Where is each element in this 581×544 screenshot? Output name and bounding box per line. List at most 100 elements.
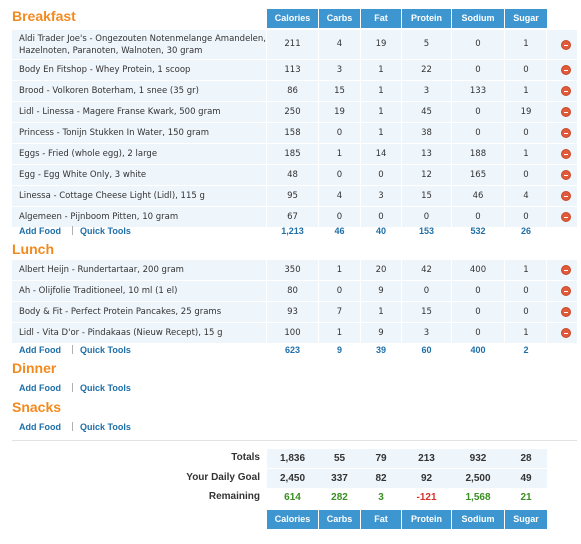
food-row: Lidl - Linessa - Magere Franse Kwark, 50… [12, 102, 577, 122]
food-name[interactable]: Lidl - Linessa - Magere Franse Kwark, 50… [19, 107, 221, 117]
remaining-protein: -121 [416, 492, 437, 503]
delete-icon[interactable] [561, 265, 571, 275]
delete-icon[interactable] [561, 328, 571, 338]
column-divider [318, 81, 319, 101]
delete-icon[interactable] [561, 65, 571, 75]
column-divider [318, 260, 319, 280]
meal-title-snacks: Snacks [12, 399, 62, 415]
food-sodium: 0 [475, 212, 481, 222]
food-row: Eggs - Fried (whole egg), 2 large 185 1 14 1… [12, 144, 577, 164]
column-divider [266, 186, 267, 206]
food-sugar: 1 [523, 328, 529, 338]
food-name[interactable]: Egg - Egg White Only, 3 white [19, 170, 147, 180]
column-divider [318, 144, 319, 164]
food-sodium: 0 [475, 107, 481, 117]
food-protein: 15 [421, 307, 432, 317]
food-protein: 45 [421, 107, 432, 117]
quick-tools-link[interactable]: Quick Tools [80, 422, 131, 432]
food-name[interactable]: Ah - Olijfolie Traditioneel, 10 ml (1 el… [19, 286, 178, 296]
food-carbs: 19 [334, 107, 345, 117]
food-name[interactable]: Algemeen - Pijnboom Pitten, 10 gram [19, 212, 179, 222]
remaining-calories: 614 [284, 492, 301, 503]
meal-actions-row: Add Food | Quick Tools 623 9 39 60 400 2 [12, 340, 552, 360]
delete-icon[interactable] [561, 286, 571, 296]
column-divider [318, 30, 319, 59]
daily-goal-sugar: 49 [520, 473, 532, 484]
column-divider [401, 30, 402, 59]
meal-actions-row: Add Food | Quick Tools [12, 417, 552, 437]
food-name[interactable]: Brood - Volkoren Boterham, 1 snee (35 gr… [19, 86, 199, 96]
delete-icon[interactable] [561, 40, 571, 50]
delete-icon[interactable] [561, 307, 571, 317]
column-divider [504, 30, 505, 59]
delete-icon[interactable] [561, 107, 571, 117]
food-protein: 13 [421, 149, 432, 159]
quick-tools-link[interactable]: Quick Tools [80, 226, 131, 236]
food-calories: 95 [287, 191, 298, 201]
column-divider [266, 123, 267, 143]
food-sodium: 133 [469, 86, 487, 96]
food-name[interactable]: Linessa - Cottage Cheese Light (Lidl), 1… [19, 191, 205, 201]
meal-total-fat: 39 [375, 345, 386, 355]
column-divider [504, 302, 505, 322]
food-row: Egg - Egg White Only, 3 white 48 0 0 12 165 0 [12, 165, 577, 185]
quick-tools-link[interactable]: Quick Tools [80, 383, 131, 393]
food-name[interactable]: Eggs - Fried (whole egg), 2 large [19, 149, 158, 159]
food-carbs: 15 [334, 86, 345, 96]
meal-total-carbs: 9 [336, 345, 342, 355]
food-row: Albert Heijn - Rundertartaar, 200 gram 35… [12, 260, 577, 280]
column-divider [266, 144, 267, 164]
totals-calories: 1,836 [279, 453, 306, 464]
column-header-sugar: Sugar [505, 9, 547, 28]
add-food-link[interactable]: Add Food [19, 226, 61, 236]
food-carbs: 1 [336, 328, 343, 338]
food-sodium: 188 [469, 149, 487, 159]
column-divider [318, 186, 319, 206]
delete-icon[interactable] [561, 86, 571, 96]
delete-icon[interactable] [561, 212, 571, 222]
column-divider [401, 165, 402, 185]
food-row: Princess - Tonijn Stukken In Water, 150 … [12, 123, 577, 143]
food-name[interactable]: Body En Fitshop - Whey Protein, 1 scoop [19, 65, 191, 75]
food-row: Brood - Volkoren Boterham, 1 snee (35 gr… [12, 81, 577, 101]
quick-tools-link[interactable]: Quick Tools [80, 345, 131, 355]
column-divider [360, 81, 361, 101]
food-carbs: 4 [336, 39, 343, 49]
column-divider [360, 102, 361, 122]
food-carbs: 0 [336, 212, 343, 222]
delete-icon[interactable] [561, 170, 571, 180]
column-divider [318, 123, 319, 143]
column-divider [401, 186, 402, 206]
column-divider [360, 123, 361, 143]
add-food-link[interactable]: Add Food [19, 383, 61, 393]
food-protein: 15 [421, 191, 432, 201]
food-protein: 3 [423, 86, 430, 96]
food-calories: 158 [284, 128, 301, 138]
food-calories: 350 [284, 265, 301, 275]
column-header-sodium: Sodium [452, 510, 504, 529]
food-row: Body & Fit - Perfect Protein Pancakes, 2… [12, 302, 577, 322]
food-name[interactable]: Body & Fit - Perfect Protein Pancakes, 2… [19, 307, 222, 317]
column-divider [401, 281, 402, 301]
daily-goal-protein: 92 [420, 473, 433, 484]
food-name[interactable]: Aldi Trader Joe's - Ongezouten Notenmela… [19, 34, 266, 56]
food-name[interactable]: Princess - Tonijn Stukken In Water, 150 … [19, 128, 210, 138]
meal-actions-row: Add Food | Quick Tools 1,213 46 40 153 532 26 [12, 221, 552, 241]
link-separator: | [71, 383, 75, 393]
food-carbs: 4 [336, 191, 343, 201]
column-divider [318, 281, 319, 301]
remaining-sodium: 1,568 [465, 492, 491, 503]
add-food-link[interactable]: Add Food [19, 422, 61, 432]
delete-icon[interactable] [561, 191, 571, 201]
column-header-calories: Calories [267, 510, 318, 529]
food-name[interactable]: Albert Heijn - Rundertartaar, 200 gram [19, 265, 184, 275]
delete-icon[interactable] [561, 128, 571, 138]
column-divider [504, 144, 505, 164]
totals-carbs: 55 [333, 453, 346, 464]
meal-title-dinner: Dinner [12, 360, 57, 376]
food-sugar: 4 [523, 191, 529, 201]
add-food-link[interactable]: Add Food [19, 345, 61, 355]
delete-icon[interactable] [561, 149, 571, 159]
food-name[interactable]: Lidl - Vita D'or - Pindakaas (Nieuw Rece… [19, 328, 223, 338]
food-calories: 100 [284, 328, 301, 338]
